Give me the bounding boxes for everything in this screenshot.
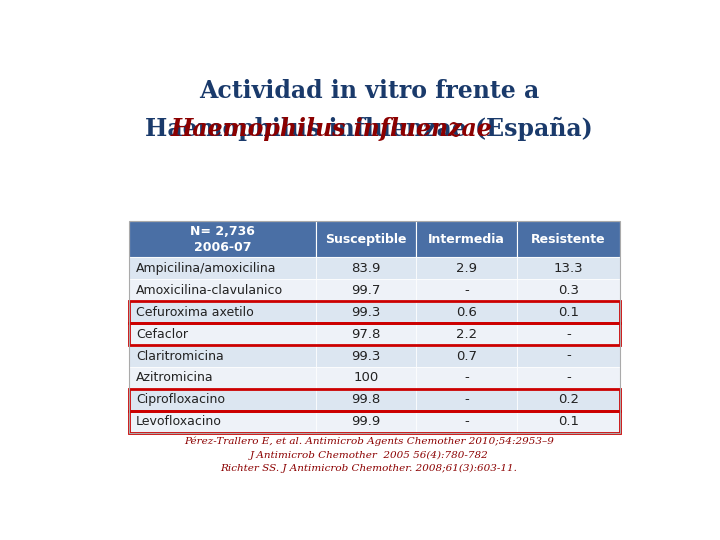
Text: -: - [566, 372, 571, 384]
Bar [517, 221, 620, 258]
Text: 0.2: 0.2 [558, 393, 579, 407]
Bar [129, 301, 315, 323]
Text: 0.1: 0.1 [558, 306, 579, 319]
Bar [416, 221, 517, 258]
Bar [517, 301, 620, 323]
Text: 0.7: 0.7 [456, 349, 477, 362]
Text: 13.3: 13.3 [554, 262, 583, 275]
Text: 0.1: 0.1 [558, 415, 579, 428]
Bar [129, 301, 620, 323]
Text: Haemophilus influenzae (España): Haemophilus influenzae (España) [145, 117, 593, 141]
Text: Amoxicilina-clavulanico: Amoxicilina-clavulanico [136, 284, 283, 296]
Text: Pérez-Trallero E, et al. Antimicrob Agents Chemother 2010;54:2953–9
J Antimicrob: Pérez-Trallero E, et al. Antimicrob Agen… [184, 437, 554, 473]
Text: 2.2: 2.2 [456, 328, 477, 341]
Bar [416, 323, 517, 345]
Text: Claritromicina: Claritromicina [136, 349, 223, 362]
Text: -: - [464, 393, 469, 407]
Text: N= 2,736
2006-07: N= 2,736 2006-07 [190, 225, 255, 253]
Text: Susceptible: Susceptible [325, 233, 407, 246]
Text: 99.3: 99.3 [351, 306, 381, 319]
Bar [129, 411, 315, 433]
Text: 0.6: 0.6 [456, 306, 477, 319]
Text: Ampicilina/amoxicilina: Ampicilina/amoxicilina [136, 262, 276, 275]
Bar [517, 345, 620, 367]
Text: -: - [464, 284, 469, 296]
Bar [416, 279, 517, 301]
Bar [315, 301, 416, 323]
Text: Levofloxacino: Levofloxacino [136, 415, 222, 428]
Text: 99.9: 99.9 [351, 415, 381, 428]
Bar [416, 301, 517, 323]
Bar [517, 323, 620, 345]
Text: 83.9: 83.9 [351, 262, 381, 275]
Bar [517, 279, 620, 301]
Bar [315, 279, 416, 301]
Text: Haemophilus influenzae: Haemophilus influenzae [171, 117, 567, 141]
Text: 97.8: 97.8 [351, 328, 381, 341]
Bar [315, 345, 416, 367]
Bar [416, 411, 517, 433]
Text: -: - [566, 349, 571, 362]
Bar [129, 389, 620, 411]
Bar [315, 367, 416, 389]
Bar [315, 389, 416, 411]
Bar [129, 367, 315, 389]
Bar [517, 389, 620, 411]
Text: 2.9: 2.9 [456, 262, 477, 275]
Text: Actividad in vitro frente a: Actividad in vitro frente a [199, 79, 539, 103]
Bar [129, 258, 315, 279]
Text: 100: 100 [354, 372, 379, 384]
Bar [129, 345, 315, 367]
Bar [129, 389, 315, 411]
Text: Cefaclor: Cefaclor [136, 328, 188, 341]
Bar [315, 258, 416, 279]
Text: -: - [566, 328, 571, 341]
Bar [416, 345, 517, 367]
Bar [517, 367, 620, 389]
Text: 99.8: 99.8 [351, 393, 381, 407]
Text: Resistente: Resistente [531, 233, 606, 246]
Text: 0.3: 0.3 [558, 284, 579, 296]
Bar [129, 221, 620, 433]
Text: Cefuroxima axetilo: Cefuroxima axetilo [136, 306, 253, 319]
Bar [315, 221, 416, 258]
Bar [129, 279, 315, 301]
Text: Intermedia: Intermedia [428, 233, 505, 246]
Bar [129, 323, 315, 345]
Bar [315, 411, 416, 433]
Bar [129, 323, 620, 345]
Bar [416, 258, 517, 279]
Text: Ciprofloxacino: Ciprofloxacino [136, 393, 225, 407]
Text: -: - [464, 372, 469, 384]
Bar [315, 323, 416, 345]
Text: 99.3: 99.3 [351, 349, 381, 362]
Bar [517, 411, 620, 433]
Bar [416, 389, 517, 411]
Bar [416, 367, 517, 389]
Text: Azitromicina: Azitromicina [136, 372, 213, 384]
Bar [129, 411, 620, 433]
Text: -: - [464, 415, 469, 428]
Bar [129, 221, 315, 258]
Bar [517, 258, 620, 279]
Text: 99.7: 99.7 [351, 284, 381, 296]
